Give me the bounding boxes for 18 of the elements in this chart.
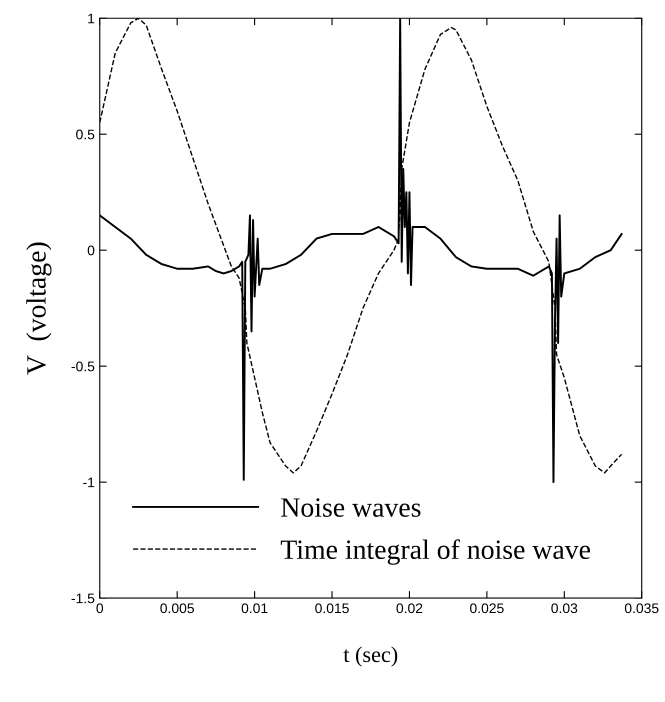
y-tick-label: -1.5 (72, 594, 94, 604)
y-tick-label: -0.5 (72, 361, 94, 372)
x-tick-label: 0 (96, 603, 104, 614)
y-tick-label: 0.5 (76, 130, 94, 140)
x-tick-label: 0.005 (160, 603, 194, 614)
legend-label: Noise waves (281, 498, 420, 517)
x-tick-label: 0.01 (242, 603, 268, 614)
y-tick-label: 1 (88, 14, 94, 24)
y-axis-title: V (voltage) (26, 242, 52, 375)
x-tick-label: 0.035 (624, 603, 659, 614)
legend-label: Time integral of noise wave (280, 539, 590, 565)
x-tick-label: 0.025 (470, 603, 504, 614)
x-tick-label: 0.015 (315, 603, 349, 614)
y-tick-label: 0 (88, 246, 94, 256)
x-tick-label: 0.02 (396, 603, 422, 614)
x-tick-label: 0.03 (551, 603, 578, 614)
x-axis-title: t (sec) (344, 646, 398, 667)
y-tick-label: -1 (83, 478, 94, 488)
